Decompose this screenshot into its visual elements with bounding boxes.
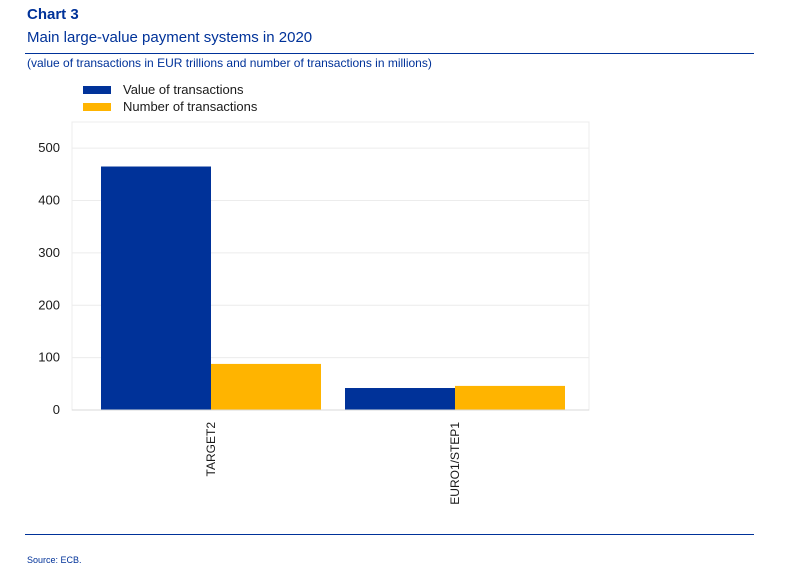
- chart-subtitle: (value of transactions in EUR trillions …: [27, 56, 432, 70]
- legend-item-value: Value of transactions: [83, 81, 257, 98]
- y-tick-label: 300: [38, 245, 60, 260]
- bar-number-target2: [211, 363, 321, 410]
- source-note: Source: ECB.: [27, 555, 82, 565]
- y-tick-label: 200: [38, 297, 60, 312]
- x-category-label: EURO1/STEP1: [448, 422, 462, 505]
- bar-value-euro1-step1: [345, 388, 455, 410]
- legend-label-number: Number of transactions: [123, 99, 258, 114]
- chart-title: Main large-value payment systems in 2020: [27, 29, 313, 46]
- legend-item-number: Number of transactions: [83, 98, 257, 115]
- y-tick-label: 100: [38, 350, 60, 365]
- legend: Value of transactions Number of transact…: [83, 81, 257, 115]
- legend-swatch-number: [83, 102, 111, 111]
- top-rule: [25, 53, 754, 54]
- y-tick-label: 500: [38, 140, 60, 155]
- bar-value-target2: [101, 166, 211, 410]
- y-tick-label: 400: [38, 193, 60, 208]
- legend-label-value: Value of transactions: [123, 82, 244, 97]
- bar-number-euro1-step1: [455, 385, 565, 410]
- legend-swatch-value: [83, 85, 111, 94]
- bottom-rule: [25, 534, 754, 535]
- chart-label: Chart 3: [27, 6, 79, 23]
- y-tick-label: 0: [53, 402, 60, 417]
- x-category-label: TARGET2: [204, 422, 218, 477]
